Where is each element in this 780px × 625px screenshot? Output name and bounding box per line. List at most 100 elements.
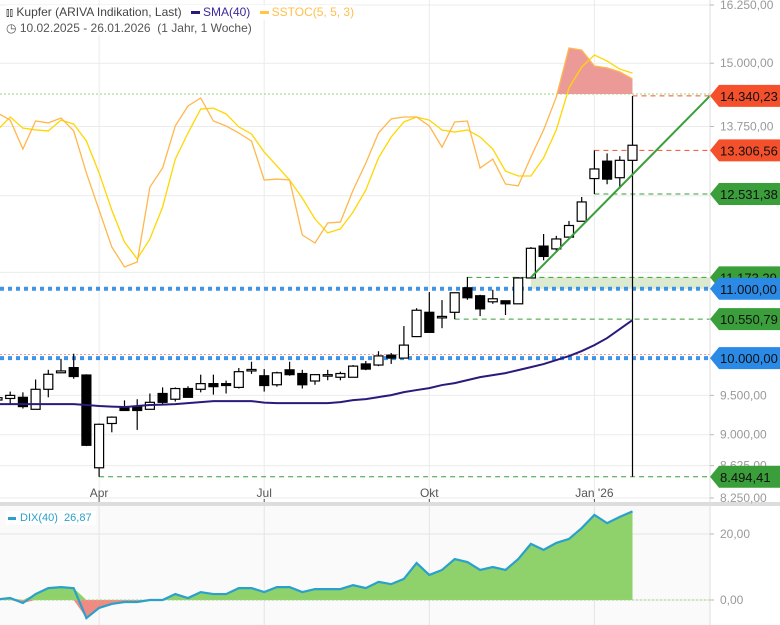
- candle[interactable]: [271, 371, 282, 387]
- candle[interactable]: [259, 369, 270, 392]
- candle[interactable]: [106, 416, 117, 433]
- candle[interactable]: [195, 374, 206, 393]
- y-tick-label: 9.500,00: [720, 388, 767, 402]
- candle-body: [55, 370, 67, 374]
- support-zone: [530, 277, 710, 289]
- candle-body: [335, 372, 346, 378]
- x-tick-label: Jul: [257, 486, 272, 500]
- candle[interactable]: [462, 276, 473, 300]
- overlay-layer: [0, 95, 711, 409]
- candle[interactable]: [43, 369, 54, 398]
- price-tag-label: 10.000,00: [720, 351, 778, 366]
- candle[interactable]: [589, 150, 600, 195]
- y-tick-label: 8.250,00: [720, 491, 767, 505]
- price-tag: 11.000,00: [710, 277, 780, 300]
- candle[interactable]: [309, 374, 321, 385]
- candle[interactable]: [221, 380, 232, 394]
- candle-body: [208, 383, 219, 388]
- candle[interactable]: [17, 392, 28, 409]
- price-tag: 10.000,00: [710, 347, 780, 370]
- price-tag: 13.306,56: [710, 139, 780, 162]
- candle-body: [322, 374, 333, 377]
- candle[interactable]: [233, 367, 244, 389]
- candle[interactable]: [297, 369, 308, 389]
- candle[interactable]: [627, 95, 638, 477]
- price-tag: 10.550,79: [710, 308, 780, 331]
- instrument-label: Kupfer (ARIVA Indikation, Last): [16, 5, 182, 19]
- candle[interactable]: [424, 292, 435, 333]
- dix-layer: [0, 510, 710, 620]
- candle-body: [106, 416, 117, 425]
- candle[interactable]: [335, 371, 346, 381]
- candle[interactable]: [170, 387, 181, 402]
- candle[interactable]: [487, 289, 498, 304]
- trendline[interactable]: [530, 95, 711, 279]
- candle-body: [373, 355, 384, 366]
- candle[interactable]: [68, 353, 79, 379]
- candle[interactable]: [93, 423, 105, 477]
- candle-body: [589, 168, 600, 180]
- candle[interactable]: [360, 361, 371, 371]
- candle[interactable]: [373, 351, 384, 367]
- price-tag-label: 13.306,56: [720, 143, 778, 158]
- x-tick-label: Okt: [420, 486, 439, 500]
- candle-body: [43, 373, 54, 390]
- candle[interactable]: [411, 308, 422, 338]
- candle-body: [157, 392, 168, 403]
- sma-swatch-icon: [190, 11, 200, 15]
- candle-body: [297, 372, 308, 386]
- candle-body: [221, 383, 232, 387]
- price-tag: 12.531,38: [710, 182, 780, 205]
- candle-body: [462, 287, 473, 299]
- candle[interactable]: [208, 374, 219, 395]
- y-tick-label: 15.000,00: [720, 56, 774, 70]
- candle[interactable]: [322, 369, 333, 381]
- pane-separator: [0, 502, 780, 506]
- candle[interactable]: [475, 294, 486, 317]
- candle[interactable]: [614, 156, 625, 188]
- candle[interactable]: [538, 234, 549, 261]
- period-label: (1 Jahr, 1 Woche): [157, 21, 252, 35]
- candle[interactable]: [601, 153, 613, 185]
- candle[interactable]: [398, 326, 409, 359]
- candle[interactable]: [55, 358, 67, 374]
- candle[interactable]: [157, 387, 168, 405]
- candle[interactable]: [182, 386, 194, 398]
- y-tick-label: 16.250,00: [720, 0, 774, 12]
- candle[interactable]: [246, 361, 257, 374]
- candle-body: [0, 397, 3, 401]
- candle[interactable]: [449, 292, 460, 320]
- candle-body: [449, 292, 460, 313]
- dix-legend[interactable]: DIX(40) 26,87: [6, 511, 96, 525]
- candle[interactable]: [563, 220, 575, 238]
- candle[interactable]: [348, 365, 359, 378]
- candle-body: [500, 300, 511, 305]
- candle-body: [246, 368, 257, 372]
- sma-label[interactable]: SMA(40): [202, 5, 251, 19]
- candle[interactable]: [525, 247, 537, 279]
- price-tag-label: 14.340,23: [720, 89, 778, 104]
- sstoc-layer: [0, 47, 710, 268]
- price-tag-bg: [710, 182, 780, 205]
- candle[interactable]: [386, 353, 397, 364]
- candle[interactable]: [551, 235, 562, 251]
- candle[interactable]: [436, 300, 448, 329]
- candle[interactable]: [0, 397, 3, 402]
- candle[interactable]: [5, 391, 16, 405]
- price-tag: 8.494,41: [710, 465, 780, 488]
- candle-body: [563, 224, 575, 238]
- price-tag-bg: [710, 139, 780, 162]
- price-tag-label: 11.000,00: [720, 282, 777, 297]
- candle[interactable]: [576, 196, 587, 222]
- candle-body: [195, 383, 206, 390]
- candlestick-icon: ⫾⫾: [6, 7, 14, 19]
- candle[interactable]: [513, 276, 524, 305]
- candle[interactable]: [284, 361, 295, 376]
- sstoc-label[interactable]: SSTOC(5, 5, 3): [271, 5, 355, 19]
- candle[interactable]: [81, 374, 92, 447]
- candle-body: [309, 374, 321, 382]
- date-range-legend: ◷ 10.02.2025 - 26.01.2026 (1 Jahr, 1 Woc…: [6, 21, 252, 35]
- candle[interactable]: [500, 300, 511, 316]
- candle-body: [398, 344, 409, 359]
